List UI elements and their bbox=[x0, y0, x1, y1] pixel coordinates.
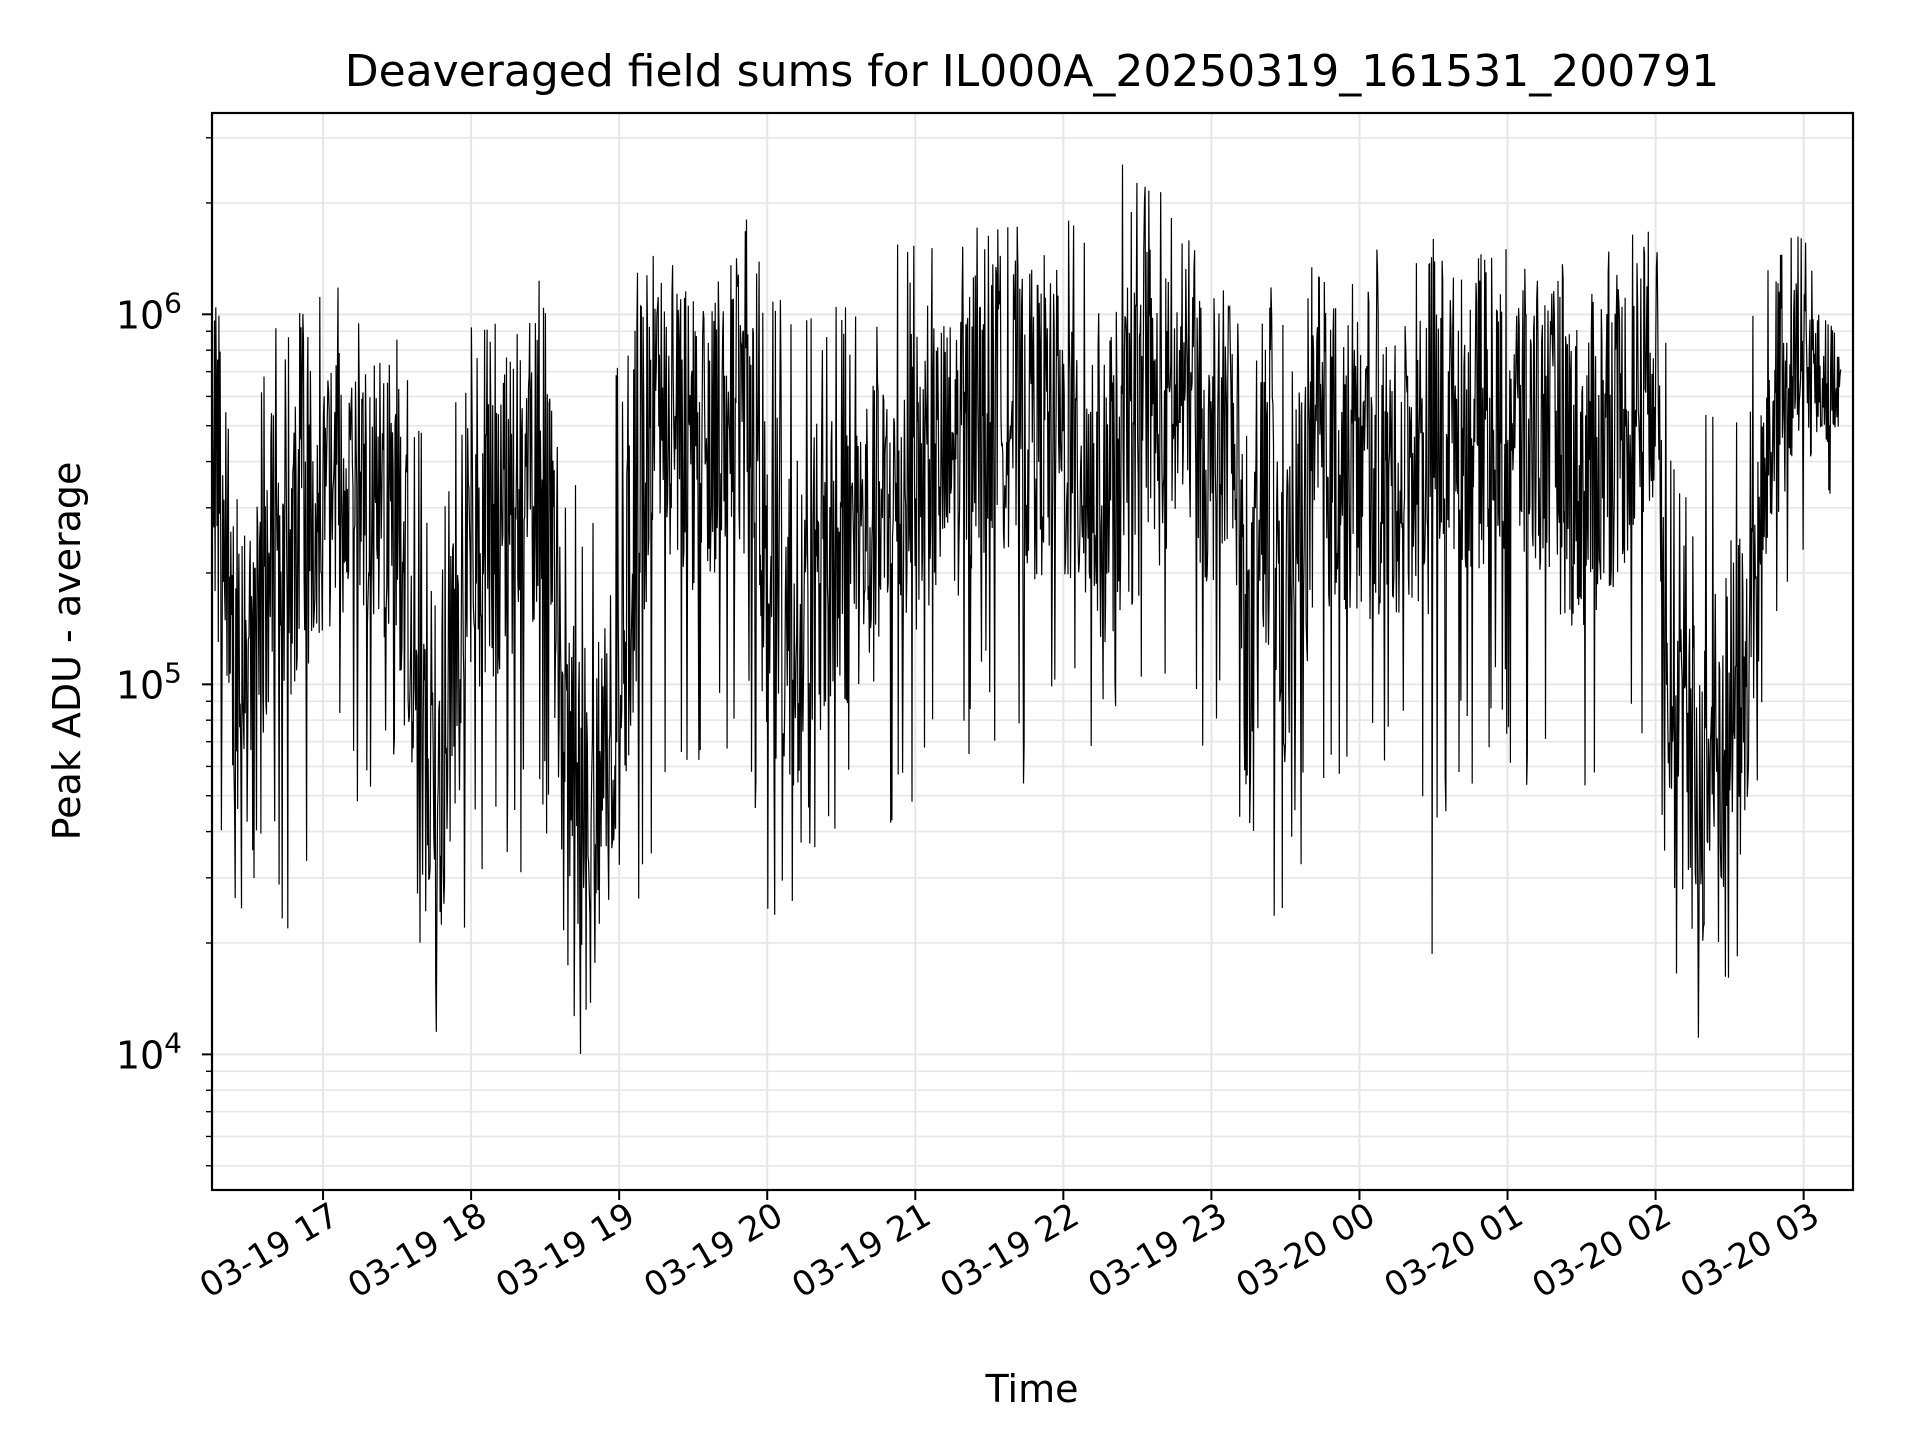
y-tick-label-exponent: 6 bbox=[164, 286, 182, 319]
series-line bbox=[211, 164, 1842, 1055]
y-tick-label: 105 bbox=[116, 656, 182, 707]
y-tick-label-base: 10 bbox=[116, 663, 164, 707]
chart-title: Deaveraged field sums for IL000A_2025031… bbox=[345, 46, 1719, 97]
plot-frame bbox=[210, 111, 1855, 1192]
y-tick-label-exponent: 5 bbox=[164, 656, 182, 689]
y-tick-label: 104 bbox=[116, 1026, 182, 1077]
y-tick-label-base: 10 bbox=[116, 293, 164, 337]
plot-area bbox=[211, 164, 1842, 1055]
y-tick-label-base: 10 bbox=[116, 1033, 164, 1077]
y-tick-label-exponent: 4 bbox=[164, 1026, 182, 1059]
x-axis-label: Time bbox=[985, 1367, 1079, 1411]
y-axis-label: Peak ADU - average bbox=[45, 462, 89, 841]
y-tick-label: 106 bbox=[116, 286, 182, 337]
